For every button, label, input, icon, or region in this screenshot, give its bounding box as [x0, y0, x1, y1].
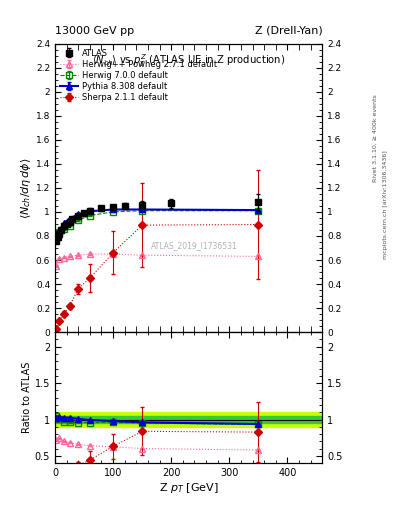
Text: Z (Drell-Yan): Z (Drell-Yan)	[255, 26, 322, 36]
Bar	[55, 416, 322, 423]
Text: 13000 GeV pp: 13000 GeV pp	[55, 26, 134, 36]
Legend: ATLAS, Herwig++ Powheg 2.7.1 default, Herwig 7.0.0 default, Pythia 8.308 default: ATLAS, Herwig++ Powheg 2.7.1 default, He…	[57, 46, 219, 104]
X-axis label: Z $p_T$ [GeV]: Z $p_T$ [GeV]	[159, 481, 219, 495]
Y-axis label: Ratio to ATLAS: Ratio to ATLAS	[22, 362, 32, 434]
Y-axis label: $\langle N_{ch}/d\eta\,d\phi\rangle$: $\langle N_{ch}/d\eta\,d\phi\rangle$	[19, 157, 33, 219]
Text: Rivet 3.1.10, ≥ 400k events: Rivet 3.1.10, ≥ 400k events	[373, 94, 378, 182]
Text: $\langle N_{ch}\rangle$ vs $p_T^Z$ (ATLAS UE in Z production): $\langle N_{ch}\rangle$ vs $p_T^Z$ (ATLA…	[92, 52, 285, 69]
Text: mcplots.cern.ch [arXiv:1306.3436]: mcplots.cern.ch [arXiv:1306.3436]	[383, 151, 387, 259]
Text: ATLAS_2019_I1736531: ATLAS_2019_I1736531	[151, 241, 237, 250]
Bar	[55, 412, 322, 427]
